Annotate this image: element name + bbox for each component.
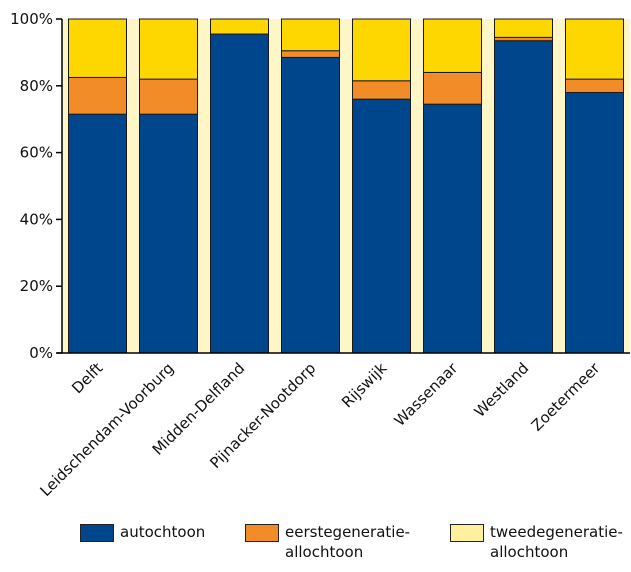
legend-item-eerstegeneratie: eerstegeneratie- allochtoon [245, 522, 415, 562]
bar-segment-tweedegeneratie-allochtoon [352, 18, 411, 82]
legend-label-line: eerstegeneratie- [285, 523, 411, 541]
bar-segment-eerstegeneratie-allochtoon [565, 78, 624, 93]
legend-swatch-autochtoon [80, 524, 114, 542]
bar-segment-tweedegeneratie-allochtoon [210, 18, 269, 35]
y-tick-label: 20% [20, 277, 53, 295]
y-tick-label: 0% [29, 344, 53, 362]
legend-label-line: allochtoon [285, 543, 364, 561]
legend-item-autochtoon: autochtoon [80, 522, 250, 542]
y-tick-label: 60% [20, 144, 53, 162]
legend-item-tweedegeneratie: tweedegeneratie- allochtoon [450, 522, 623, 562]
legend-label-line: autochtoon [120, 523, 206, 541]
y-tick-label: 100% [10, 10, 53, 28]
bar-segment-autochtoon [210, 33, 269, 354]
legend-label-autochtoon: autochtoon [120, 522, 250, 542]
bar-segment-eerstegeneratie-allochtoon [68, 76, 127, 115]
bar-segment-autochtoon [423, 103, 482, 354]
bar-segment-eerstegeneratie-allochtoon [494, 36, 553, 42]
stacked-bar-chart: 0% 20% 40% 60% 80% 100% DelftLeidschendam-Voor… [10, 10, 630, 500]
x-tick-label: Leidschendam-Voorburg [36, 359, 177, 500]
bar-segment-autochtoon [68, 113, 127, 354]
bar-segment-autochtoon [352, 98, 411, 354]
bar-segment-autochtoon [494, 40, 553, 354]
x-tick-label: Delft [68, 359, 106, 397]
legend-label-line: tweedegeneratie- [490, 523, 623, 541]
x-tick-label: Zoetermeer [528, 359, 604, 435]
bar-segment-eerstegeneratie-allochtoon [281, 50, 340, 58]
bar-segment-tweedegeneratie-allochtoon [139, 18, 198, 80]
bar-segment-tweedegeneratie-allochtoon [494, 18, 553, 38]
bar-segment-tweedegeneratie-allochtoon [565, 18, 624, 80]
bar-segment-tweedegeneratie-allochtoon [281, 18, 340, 52]
bar-segment-tweedegeneratie-allochtoon [423, 18, 482, 73]
x-tick-label: Wassenaar [391, 359, 462, 430]
x-tick-label: Rijswijk [338, 359, 390, 411]
legend-swatch-tweedegeneratie [450, 524, 484, 542]
bar-segment-autochtoon [281, 56, 340, 354]
x-tick-label: Westland [471, 359, 533, 421]
legend: autochtoon eerstegeneratie- allochtoon t… [0, 522, 631, 572]
bar-segment-autochtoon [139, 113, 198, 354]
bar-segment-eerstegeneratie-allochtoon [352, 80, 411, 100]
bar-segment-eerstegeneratie-allochtoon [139, 78, 198, 115]
legend-label-line: allochtoon [490, 543, 569, 561]
bar-segment-eerstegeneratie-allochtoon [423, 71, 482, 105]
legend-swatch-eerstegeneratie [245, 524, 279, 542]
legend-label-eerstegeneratie: eerstegeneratie- allochtoon [285, 522, 415, 562]
legend-label-tweedegeneratie: tweedegeneratie- allochtoon [490, 522, 623, 562]
bar-segment-autochtoon [565, 91, 624, 354]
bar-segment-tweedegeneratie-allochtoon [68, 18, 127, 78]
y-tick-label: 40% [20, 210, 53, 228]
y-tick-label: 80% [20, 77, 53, 95]
